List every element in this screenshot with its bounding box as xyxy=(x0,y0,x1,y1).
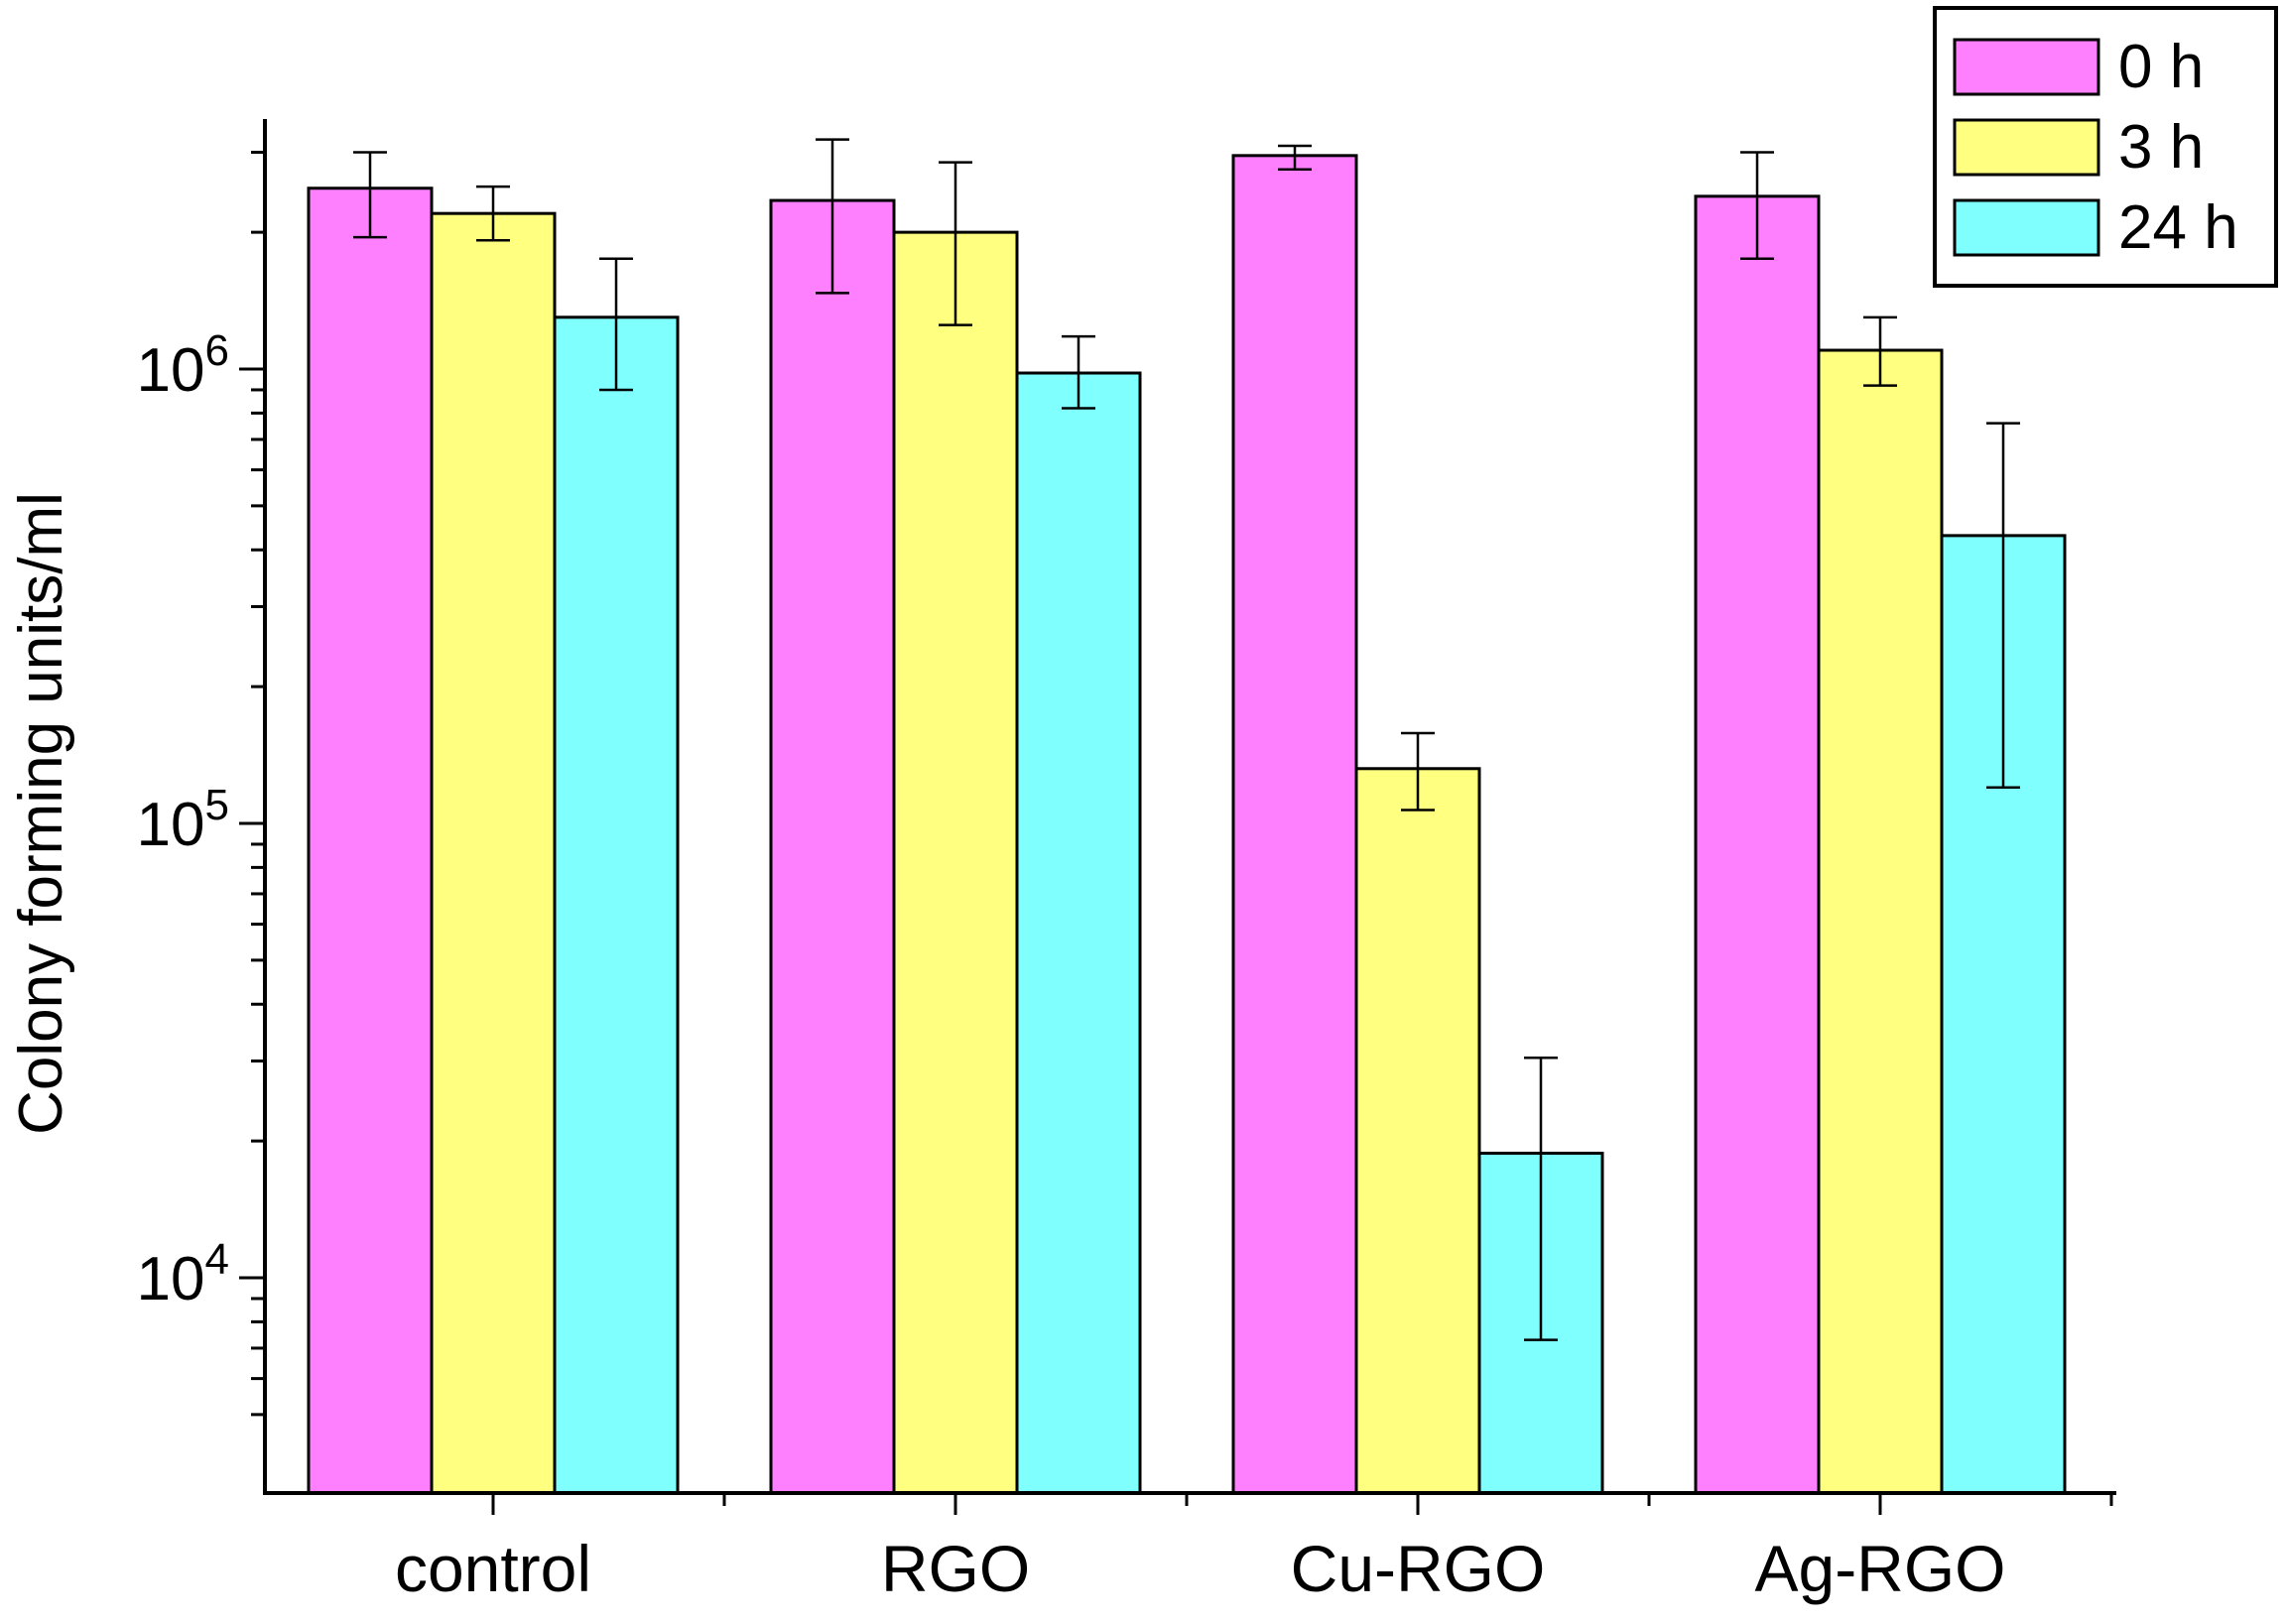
error-bar-Ag-RGO-24h xyxy=(1986,422,2020,789)
bar-Ag-RGO-3h xyxy=(1817,348,1944,1495)
error-bar-RGO-3h xyxy=(939,161,972,326)
x-tick-label-Ag-RGO: Ag-RGO xyxy=(1754,1532,2005,1605)
legend-label-3h: 3 h xyxy=(2118,113,2204,182)
y-tick-label: 105 xyxy=(137,781,229,859)
bar-control-0h xyxy=(307,187,434,1495)
x-tick-label-Cu-RGO: Cu-RGO xyxy=(1291,1532,1546,1605)
error-bar-Cu-RGO-24h xyxy=(1524,1056,1558,1341)
y-ticks: 104 105 106 xyxy=(137,150,265,1417)
bar-Cu-RGO-3h xyxy=(1354,767,1481,1495)
bar-control-3h xyxy=(430,211,557,1495)
bar-RGO-24h xyxy=(1015,371,1142,1495)
bars xyxy=(307,154,2067,1495)
error-bar-Ag-RGO-3h xyxy=(1863,315,1897,387)
error-bar-RGO-24h xyxy=(1062,334,1095,410)
bar-RGO-3h xyxy=(892,230,1019,1495)
y-tick-exponent: 5 xyxy=(205,781,229,829)
y-tick-exponent: 4 xyxy=(205,1235,229,1284)
error-bar-Ag-RGO-0h xyxy=(1740,151,1774,260)
axes xyxy=(263,119,2116,1515)
x-tick-labels: control RGO Cu-RGO Ag-RGO xyxy=(395,1532,2006,1605)
legend: 0 h 3 h 24 h xyxy=(1933,6,2278,288)
error-bar-control-24h xyxy=(599,257,633,392)
legend-label-0h: 0 h xyxy=(2118,33,2204,101)
error-bar-control-3h xyxy=(476,185,510,242)
legend-swatch-24h xyxy=(1953,198,2100,257)
error-bar-Cu-RGO-3h xyxy=(1401,731,1435,812)
bar-RGO-0h xyxy=(769,198,896,1495)
x-tick-label-RGO: RGO xyxy=(881,1532,1030,1605)
legend-label-24h: 24 h xyxy=(2118,193,2238,262)
y-tick-label: 104 xyxy=(137,1235,229,1313)
legend-swatch-0h xyxy=(1953,38,2100,96)
y-tick-exponent: 6 xyxy=(205,326,229,375)
error-bar-Cu-RGO-0h xyxy=(1278,144,1312,172)
error-bars xyxy=(353,138,2020,1341)
bar-control-24h xyxy=(553,315,680,1495)
y-axis-label: Colony forming units/ml xyxy=(7,492,75,1135)
y-tick-label: 106 xyxy=(137,326,229,405)
x-tick-label-control: control xyxy=(395,1532,591,1605)
bar-Ag-RGO-0h xyxy=(1694,194,1821,1495)
bar-Cu-RGO-0h xyxy=(1231,154,1358,1495)
error-bar-RGO-0h xyxy=(816,138,849,295)
error-bar-control-0h xyxy=(353,151,387,239)
legend-swatch-3h xyxy=(1953,118,2100,177)
